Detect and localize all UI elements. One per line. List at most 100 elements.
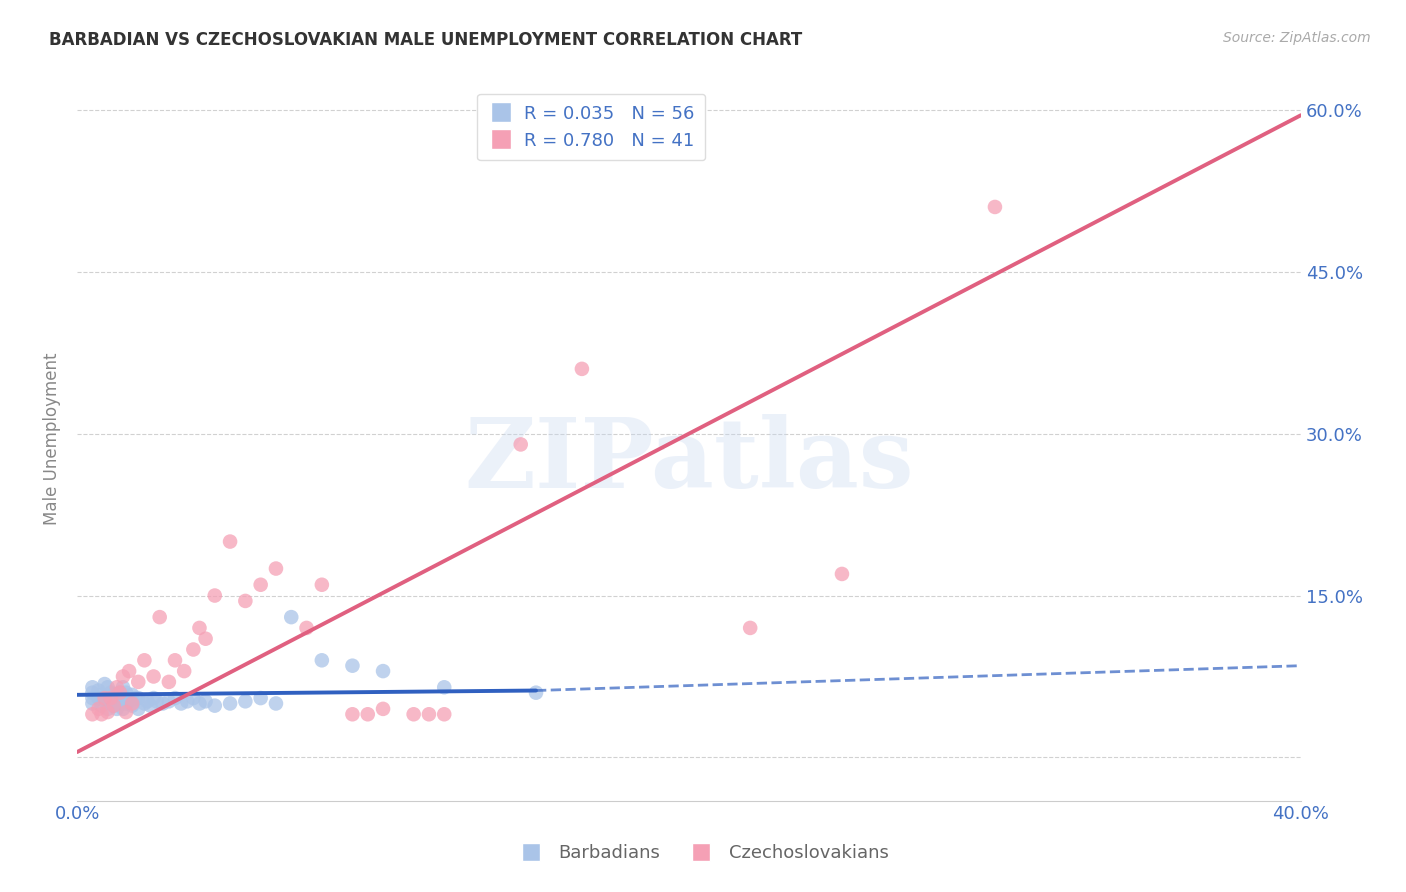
Point (170, 697, 193, 711)
Point (108, 697, 131, 711)
Point (142, 691, 165, 706)
Point (157, 694, 180, 708)
Point (311, 653, 333, 667)
Point (127, 691, 149, 706)
Point (90, 698, 112, 713)
Text: ZIPatlas: ZIPatlas (464, 414, 914, 508)
Point (103, 688, 125, 702)
Point (342, 707, 364, 722)
Point (90, 688, 112, 702)
Point (115, 686, 138, 700)
Point (97, 705, 120, 719)
Point (90, 707, 112, 722)
Legend: Barbadians, Czechoslovakians: Barbadians, Czechoslovakians (510, 838, 896, 870)
Point (249, 578, 271, 592)
Point (103, 698, 125, 713)
Point (82, 691, 104, 706)
Point (188, 621, 211, 635)
Y-axis label: Male Unemployment: Male Unemployment (44, 352, 60, 525)
Point (509, 437, 531, 451)
Point (93, 677, 115, 691)
Point (183, 691, 205, 706)
Point (82, 707, 104, 722)
Point (418, 707, 440, 722)
Point (152, 697, 174, 711)
Text: Source: ZipAtlas.com: Source: ZipAtlas.com (1223, 31, 1371, 45)
Point (149, 610, 172, 624)
Point (105, 691, 128, 706)
Point (249, 691, 271, 706)
Point (93, 694, 115, 708)
Point (371, 664, 394, 678)
Point (984, 200, 1007, 214)
Point (740, 621, 762, 635)
Point (118, 694, 141, 708)
Point (433, 707, 456, 722)
Point (105, 680, 128, 694)
Point (188, 697, 211, 711)
Point (219, 534, 242, 549)
Point (163, 691, 186, 706)
Point (121, 697, 143, 711)
Point (311, 578, 333, 592)
Point (176, 694, 198, 708)
Point (571, 362, 593, 376)
Point (342, 658, 364, 673)
Point (87, 691, 110, 706)
Point (121, 688, 143, 702)
Point (82, 686, 104, 700)
Point (121, 698, 143, 713)
Point (82, 680, 104, 694)
Point (115, 697, 138, 711)
Point (100, 697, 122, 711)
Point (371, 702, 394, 716)
Point (97, 680, 120, 694)
Point (831, 566, 853, 581)
Point (127, 674, 149, 689)
Point (235, 594, 257, 608)
Point (145, 694, 167, 708)
Point (97, 691, 120, 706)
Point (134, 697, 156, 711)
Legend: R = 0.035   N = 56, R = 0.780   N = 41: R = 0.035 N = 56, R = 0.780 N = 41 (477, 94, 706, 161)
Point (97, 702, 120, 716)
Point (524, 686, 547, 700)
Point (139, 698, 162, 713)
Point (295, 621, 318, 635)
Point (204, 589, 226, 603)
Text: BARBADIAN VS CZECHOSLOVAKIAN MALE UNEMPLOYMENT CORRELATION CHART: BARBADIAN VS CZECHOSLOVAKIAN MALE UNEMPL… (49, 31, 803, 49)
Point (157, 674, 180, 689)
Point (402, 707, 425, 722)
Point (87, 702, 110, 716)
Point (280, 610, 302, 624)
Point (111, 702, 134, 716)
Point (111, 680, 134, 694)
Point (82, 697, 104, 711)
Point (194, 694, 217, 708)
Point (204, 698, 226, 713)
Point (105, 702, 128, 716)
Point (87, 683, 110, 698)
Point (115, 705, 138, 719)
Point (100, 686, 122, 700)
Point (134, 653, 156, 667)
Point (194, 632, 217, 646)
Point (127, 702, 149, 716)
Point (433, 680, 456, 694)
Point (264, 697, 287, 711)
Point (118, 664, 141, 678)
Point (100, 691, 122, 706)
Point (136, 694, 159, 708)
Point (93, 691, 115, 706)
Point (357, 707, 380, 722)
Point (235, 694, 257, 708)
Point (183, 642, 205, 657)
Point (163, 653, 186, 667)
Point (142, 669, 165, 683)
Point (124, 691, 146, 706)
Point (103, 698, 125, 713)
Point (108, 686, 131, 700)
Point (108, 686, 131, 700)
Point (111, 691, 134, 706)
Point (173, 664, 195, 678)
